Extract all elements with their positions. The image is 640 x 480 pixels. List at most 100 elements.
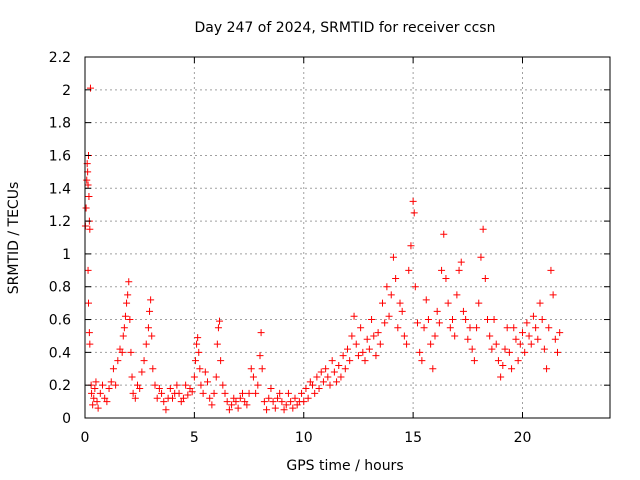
data-point	[84, 266, 92, 274]
data-point	[146, 307, 154, 315]
data-point	[105, 384, 113, 392]
data-point	[488, 345, 496, 353]
y-tick-label: 1.8	[49, 116, 71, 132]
data-point	[486, 332, 494, 340]
data-point	[91, 384, 99, 392]
data-point	[405, 266, 413, 274]
data-point	[256, 352, 264, 360]
data-point	[289, 404, 297, 412]
data-point	[309, 381, 316, 389]
data-point	[416, 348, 424, 356]
data-point	[492, 340, 500, 348]
data-point	[201, 368, 209, 376]
data-point	[512, 335, 520, 343]
data-point	[114, 357, 122, 365]
data-point	[400, 332, 408, 340]
data-point	[459, 307, 467, 315]
data-point	[193, 340, 201, 348]
x-tick-label: 15	[404, 430, 422, 446]
data-point	[363, 335, 371, 343]
data-point	[131, 394, 139, 402]
data-point	[398, 307, 406, 315]
data-point	[545, 324, 553, 332]
x-axis-label: GPS time / hours	[286, 458, 403, 474]
data-point	[291, 394, 299, 402]
data-point	[142, 340, 150, 348]
data-point	[357, 324, 365, 332]
data-point	[147, 296, 155, 304]
data-point	[313, 373, 321, 381]
data-point	[125, 278, 133, 286]
data-point	[190, 373, 198, 381]
data-point	[341, 365, 349, 373]
data-point	[464, 335, 472, 343]
data-point	[194, 334, 202, 342]
data-point	[263, 406, 271, 414]
data-point	[173, 381, 181, 389]
data-point	[387, 291, 395, 299]
data-point	[107, 378, 115, 386]
data-point	[252, 389, 260, 397]
data-point	[228, 401, 236, 409]
data-point	[475, 299, 483, 307]
data-point	[144, 324, 152, 332]
data-point	[239, 389, 246, 397]
data-point	[90, 394, 98, 402]
data-point	[300, 398, 308, 406]
data-point	[118, 348, 126, 356]
data-point	[490, 316, 498, 324]
y-axis: 0 0.2 0.4 0.6 0.8 1 1.2 1.4 1.6 1.8 2 2.2	[49, 50, 610, 427]
data-point	[368, 316, 376, 324]
data-point	[372, 352, 380, 360]
data-point	[359, 348, 367, 356]
data-point	[204, 378, 211, 386]
data-point	[282, 401, 290, 409]
data-markers	[81, 84, 564, 414]
data-point	[213, 340, 221, 348]
data-point	[243, 401, 251, 409]
data-point	[284, 389, 292, 397]
data-point	[328, 357, 336, 365]
data-point	[216, 317, 224, 325]
data-point	[317, 368, 325, 376]
data-point	[199, 389, 207, 397]
data-point	[267, 384, 275, 392]
data-point	[302, 384, 310, 392]
data-point	[540, 345, 548, 353]
data-point	[85, 329, 93, 337]
data-point	[352, 340, 360, 348]
data-point	[411, 283, 419, 291]
data-point	[457, 258, 465, 266]
data-point	[249, 373, 257, 381]
data-point	[86, 84, 94, 92]
y-tick-label: 2	[62, 83, 71, 99]
data-point	[83, 176, 91, 184]
data-point	[519, 329, 526, 337]
x-tick-label: 5	[190, 430, 199, 446]
data-point	[254, 381, 262, 389]
x-axis: 0 5 10 15 20	[81, 57, 531, 446]
x-tick-label: 10	[295, 430, 313, 446]
data-point	[508, 365, 516, 373]
data-point	[333, 378, 341, 386]
data-point	[315, 384, 323, 392]
data-point	[89, 401, 97, 409]
data-point	[501, 345, 509, 353]
data-point	[505, 348, 513, 356]
y-tick-label: 1.2	[49, 214, 71, 230]
data-point	[99, 381, 106, 389]
data-point	[381, 319, 389, 327]
data-point	[379, 299, 386, 307]
data-point	[197, 381, 205, 389]
data-point	[536, 299, 544, 307]
data-point	[85, 299, 92, 307]
data-point	[525, 332, 533, 340]
data-point	[455, 266, 463, 274]
data-point	[354, 352, 362, 360]
data-point	[523, 319, 531, 327]
data-point	[339, 352, 347, 360]
data-point	[217, 357, 225, 365]
data-point	[210, 389, 218, 397]
data-point	[376, 340, 384, 348]
data-point	[532, 324, 540, 332]
